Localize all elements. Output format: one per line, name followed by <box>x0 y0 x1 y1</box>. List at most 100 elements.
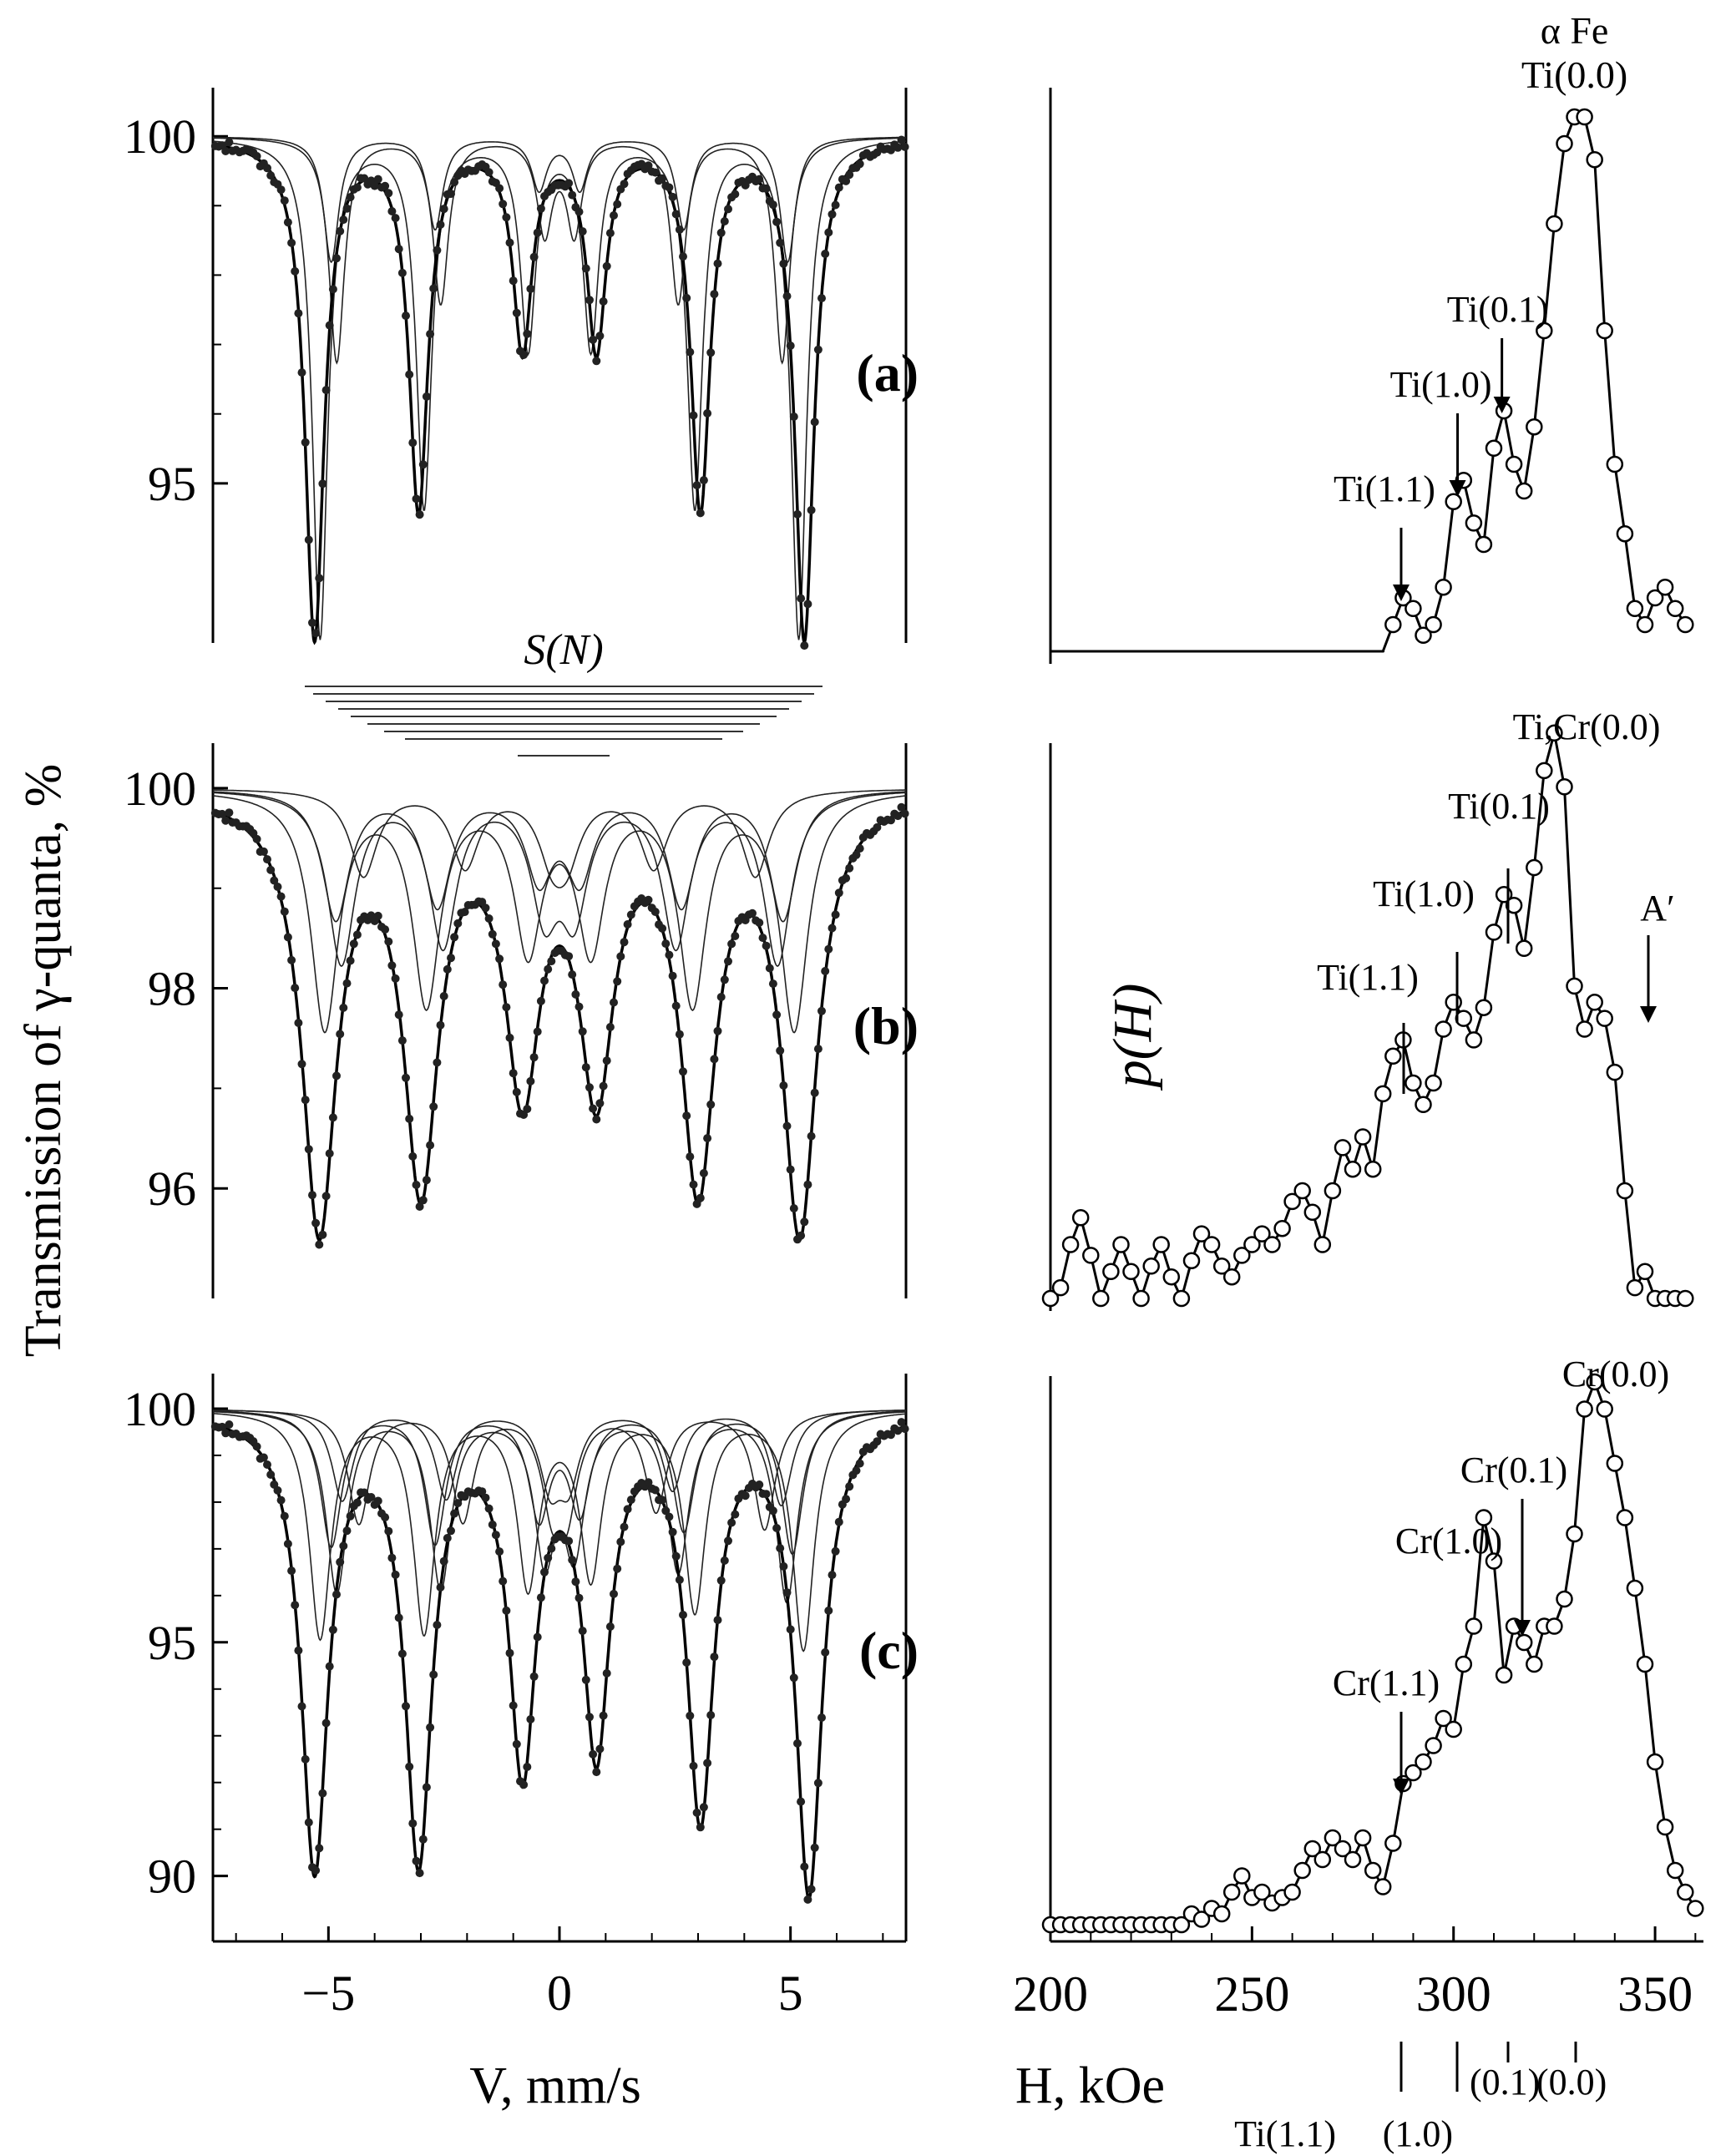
ph-data-point <box>1485 924 1503 941</box>
ph-data-point <box>1374 1085 1392 1103</box>
data-point <box>266 1470 276 1479</box>
data-point <box>824 1606 833 1615</box>
data-point <box>328 1113 337 1122</box>
data-point <box>346 1511 355 1521</box>
ph-data-point <box>1344 1160 1362 1178</box>
data-point <box>408 1819 418 1828</box>
ph-data-point <box>1364 1861 1382 1880</box>
data-point <box>605 229 615 238</box>
ph-data-point <box>1526 858 1543 877</box>
data-point <box>710 1055 719 1064</box>
ph-b-annot-ticr00: Ti,Cr(0.0) <box>1513 706 1661 747</box>
data-point <box>505 1033 514 1042</box>
ph-annotation: Ti(1.1) <box>1334 468 1435 509</box>
data-point <box>391 974 400 983</box>
data-point <box>585 1083 594 1092</box>
ph-data-point <box>1354 1128 1372 1146</box>
data-point <box>294 1019 303 1027</box>
data-point <box>342 204 352 213</box>
data-point <box>873 822 882 832</box>
data-point <box>602 261 611 271</box>
data-point <box>360 1488 369 1497</box>
ph-axis-title: p(H) <box>1102 984 1163 1091</box>
data-point <box>225 1420 234 1429</box>
ph-data-point <box>1677 615 1694 634</box>
x-tick-label: 5 <box>778 1966 803 2021</box>
data-point <box>287 238 296 247</box>
subspectrum-line <box>212 1412 907 1652</box>
y-axis-title: Transmission of γ-quanta, % <box>15 764 72 1358</box>
data-point <box>716 228 726 237</box>
data-point <box>613 200 622 209</box>
data-point <box>433 1621 442 1629</box>
ph-data-point <box>1253 1883 1271 1901</box>
ph-annotation: Ti(0.1) <box>1447 289 1549 330</box>
spectrum-panel-a: 95 100 (a) <box>124 88 919 650</box>
ph-annotation-arrowhead <box>1493 397 1511 413</box>
ph-data-point <box>1435 1709 1452 1728</box>
ph-data-point <box>1465 514 1483 532</box>
data-point <box>762 1490 771 1499</box>
data-point <box>900 809 909 818</box>
subspectrum-line <box>212 795 907 1034</box>
ph-data-point <box>1515 939 1533 958</box>
ph-data-point <box>1606 1455 1624 1472</box>
data-point <box>713 259 722 268</box>
data-point <box>824 944 833 954</box>
data-point <box>682 1111 691 1121</box>
data-point <box>405 1762 414 1771</box>
ph-data-point <box>1415 1753 1432 1771</box>
data-point <box>755 175 764 184</box>
data-point <box>391 214 400 223</box>
data-point <box>592 357 601 366</box>
data-point <box>803 1895 812 1904</box>
data-point <box>817 1006 826 1015</box>
data-point <box>644 895 653 904</box>
data-point <box>900 1425 909 1434</box>
data-point <box>509 1701 518 1710</box>
data-point <box>339 1541 348 1551</box>
ph-data-point <box>1364 1160 1382 1178</box>
x-axis-title-field: H, kOe <box>1015 2057 1165 2114</box>
ph-c-annot-cr10: Cr(1.0) <box>1395 1521 1502 1561</box>
data-point <box>533 228 542 237</box>
ph-data-point <box>1546 724 1563 742</box>
data-point <box>544 1553 553 1562</box>
data-point <box>533 1027 542 1036</box>
data-point <box>789 412 798 421</box>
data-point <box>831 200 840 210</box>
data-point <box>741 1491 750 1501</box>
ph-data-point <box>1626 1579 1644 1597</box>
ph-distribution-b <box>1041 724 1694 1311</box>
ph-data-point <box>1656 578 1674 596</box>
data-point <box>813 1779 822 1788</box>
data-point <box>803 600 812 609</box>
ph-distribution-c: 200 250 300 350 <box>1013 1373 1704 2022</box>
data-point <box>352 183 362 192</box>
data-point <box>679 252 687 261</box>
data-point <box>720 975 729 984</box>
sn-label: S(N) <box>524 626 603 674</box>
data-point <box>429 1670 438 1679</box>
ph-data-point <box>1041 1289 1060 1308</box>
ph-data-point <box>1293 1861 1311 1880</box>
ph-data-point <box>1243 1236 1261 1253</box>
data-point <box>301 1096 310 1105</box>
data-point <box>439 1556 448 1566</box>
data-point <box>422 392 431 401</box>
subspectrum-line <box>213 136 906 264</box>
data-point <box>696 509 705 518</box>
data-point <box>373 911 382 920</box>
data-point <box>893 1426 903 1435</box>
data-point <box>842 176 851 185</box>
ph-data-point <box>1384 1047 1402 1065</box>
ph-data-point <box>1475 999 1493 1016</box>
data-point <box>436 220 445 229</box>
data-point <box>585 1713 594 1722</box>
data-point <box>789 1673 798 1683</box>
data-point <box>408 438 418 448</box>
ph-data-point <box>1455 1655 1473 1673</box>
ph-data-point <box>1293 1182 1311 1200</box>
data-point <box>727 939 736 949</box>
ph-x-tick-label: 200 <box>1013 1966 1088 2022</box>
